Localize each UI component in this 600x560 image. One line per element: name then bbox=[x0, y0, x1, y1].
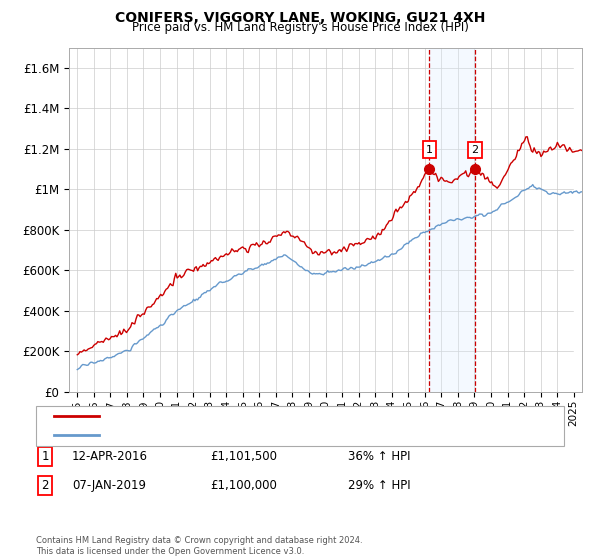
Bar bbox=[430, 48, 475, 392]
Text: 1: 1 bbox=[41, 450, 49, 463]
Text: 36% ↑ HPI: 36% ↑ HPI bbox=[348, 450, 410, 463]
Bar bbox=[574, 48, 582, 392]
Text: £1,100,000: £1,100,000 bbox=[210, 479, 277, 492]
Text: £1,101,500: £1,101,500 bbox=[210, 450, 277, 463]
Text: 07-JAN-2019: 07-JAN-2019 bbox=[72, 479, 146, 492]
Text: 29% ↑ HPI: 29% ↑ HPI bbox=[348, 479, 410, 492]
Text: CONIFERS, VIGGORY LANE, WOKING, GU21 4XH: CONIFERS, VIGGORY LANE, WOKING, GU21 4XH bbox=[115, 11, 485, 25]
Text: 1: 1 bbox=[426, 144, 433, 155]
Text: Price paid vs. HM Land Registry's House Price Index (HPI): Price paid vs. HM Land Registry's House … bbox=[131, 21, 469, 34]
Text: Contains HM Land Registry data © Crown copyright and database right 2024.
This d: Contains HM Land Registry data © Crown c… bbox=[36, 536, 362, 556]
Text: 2: 2 bbox=[472, 145, 478, 155]
Text: HPI: Average price, detached house, Woking: HPI: Average price, detached house, Woki… bbox=[105, 430, 336, 440]
Text: 2: 2 bbox=[41, 479, 49, 492]
Text: CONIFERS, VIGGORY LANE, WOKING, GU21 4XH (detached house): CONIFERS, VIGGORY LANE, WOKING, GU21 4XH… bbox=[105, 411, 448, 421]
Text: 12-APR-2016: 12-APR-2016 bbox=[72, 450, 148, 463]
